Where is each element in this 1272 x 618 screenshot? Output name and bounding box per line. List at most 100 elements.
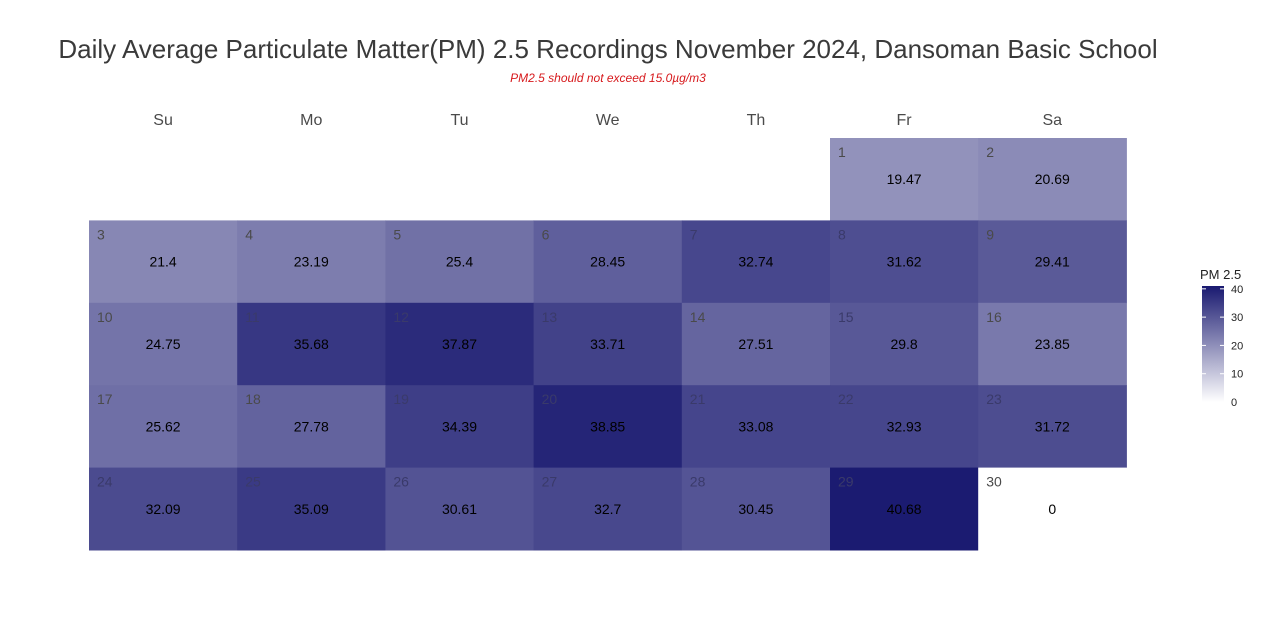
day-value-label: 29.41 xyxy=(1035,254,1070,270)
day-value-label: 19.47 xyxy=(887,171,922,187)
day-value-label: 25.4 xyxy=(446,254,473,270)
heat-cell xyxy=(237,302,386,386)
calendar-day-cell: 10 24.75 xyxy=(89,302,238,386)
day-value-label: 25.62 xyxy=(146,418,181,434)
day-number: 4 xyxy=(245,226,253,242)
heat-cell xyxy=(89,467,238,551)
weekday-label: Tu xyxy=(450,112,468,129)
day-value-label: 31.62 xyxy=(887,254,922,270)
calendar-day-cell: 21 33.08 xyxy=(681,385,831,469)
day-value-label: 38.85 xyxy=(590,418,625,434)
heat-cell xyxy=(681,220,831,304)
calendar-day-cell: 18 27.78 xyxy=(237,385,386,469)
calendar-cells: 119.47220.69321.4423.19525.4628.45732.74… xyxy=(89,138,1127,551)
weekday-label: We xyxy=(596,112,620,129)
day-number: 25 xyxy=(245,474,261,490)
day-value-label: 28.45 xyxy=(590,254,625,270)
day-number: 1 xyxy=(838,144,846,160)
calendar-day-cell: 25 35.09 xyxy=(237,467,386,551)
day-value-label: 29.8 xyxy=(890,336,917,352)
calendar-day-cell: 26 30.61 xyxy=(385,467,535,551)
day-value-label: 27.78 xyxy=(294,418,329,434)
day-value-label: 40.68 xyxy=(887,501,922,517)
calendar-day-cell: 929.41 xyxy=(978,220,1127,304)
day-value-label: 32.74 xyxy=(738,254,773,270)
heat-cell xyxy=(385,302,535,386)
calendar-day-cell: 525.4 xyxy=(385,220,535,304)
legend-tick-label: 10 xyxy=(1231,369,1243,381)
calendar-day-cell: 119.47 xyxy=(830,138,979,221)
day-number: 24 xyxy=(97,474,113,490)
day-number: 11 xyxy=(245,309,260,325)
heat-cell xyxy=(237,385,386,469)
day-number: 10 xyxy=(97,309,113,325)
calendar-day-cell: 29 40.68 xyxy=(830,467,979,551)
heat-cell xyxy=(237,467,386,551)
day-value-label: 23.19 xyxy=(294,254,329,270)
heat-cell xyxy=(681,302,831,386)
day-value-label: 33.71 xyxy=(590,336,625,352)
day-number: 14 xyxy=(690,309,706,325)
day-value-label: 30.45 xyxy=(738,501,773,517)
day-value-label: 23.85 xyxy=(1035,336,1070,352)
heat-cell xyxy=(385,220,535,304)
day-value-label: 35.68 xyxy=(294,336,329,352)
day-value-label: 21.4 xyxy=(149,254,176,270)
day-number: 13 xyxy=(542,309,558,325)
heat-cell xyxy=(978,220,1127,304)
day-number: 29 xyxy=(838,474,854,490)
heat-cell xyxy=(385,467,535,551)
legend-title: PM 2.5 xyxy=(1200,267,1241,282)
heat-cell xyxy=(830,467,979,551)
heat-cell xyxy=(89,385,238,469)
calendar-day-cell: 12 37.87 xyxy=(385,302,535,386)
day-value-label: 32.93 xyxy=(887,418,922,434)
day-number: 28 xyxy=(690,474,706,490)
legend-ticks: 0 10 20 30 40 xyxy=(1202,284,1243,409)
calendar-day-cell: 11 35.68 xyxy=(237,302,386,386)
heat-cell xyxy=(533,302,683,386)
day-value-label: 35.09 xyxy=(294,501,329,517)
day-value-label: 20.69 xyxy=(1035,171,1070,187)
day-number: 21 xyxy=(690,391,706,407)
day-value-label: 0 xyxy=(1048,501,1056,517)
day-value-label: 32.09 xyxy=(146,501,181,517)
heat-cell xyxy=(237,220,386,304)
weekday-label: Th xyxy=(747,112,766,129)
calendar-day-cell: 27 32.7 xyxy=(533,467,683,551)
heat-cell xyxy=(385,385,535,469)
day-number: 9 xyxy=(986,226,994,242)
day-value-label: 32.7 xyxy=(594,501,621,517)
day-number: 19 xyxy=(393,391,409,407)
day-number: 5 xyxy=(393,226,401,242)
heat-cell xyxy=(533,220,683,304)
weekday-label: Mo xyxy=(300,112,322,129)
day-value-label: 34.39 xyxy=(442,418,477,434)
day-number: 8 xyxy=(838,226,846,242)
legend-tick-label: 20 xyxy=(1231,340,1243,352)
weekday-label: Fr xyxy=(897,112,913,129)
heat-cell xyxy=(533,385,683,469)
day-value-label: 33.08 xyxy=(738,418,773,434)
day-number: 16 xyxy=(986,309,1002,325)
legend-tick-label: 30 xyxy=(1231,312,1243,324)
day-number: 6 xyxy=(542,226,550,242)
day-value-label: 30.61 xyxy=(442,501,477,517)
calendar-day-cell: 831.62 xyxy=(830,220,979,304)
day-number: 2 xyxy=(986,144,994,160)
heat-cell xyxy=(978,138,1127,221)
weekday-labels: Su Mo Tu We Th Fr Sa xyxy=(153,112,1062,129)
calendar-day-cell: 24 32.09 xyxy=(89,467,238,551)
legend-tick-label: 0 xyxy=(1231,397,1237,409)
calendar-day-cell: 30 0 xyxy=(978,467,1127,551)
calendar-day-cell: 732.74 xyxy=(681,220,831,304)
day-value-label: 24.75 xyxy=(146,336,181,352)
heat-cell xyxy=(89,220,238,304)
heat-cell xyxy=(830,385,979,469)
chart-title: Daily Average Particulate Matter(PM) 2.5… xyxy=(58,34,1157,64)
day-number: 20 xyxy=(542,391,558,407)
calendar-day-cell: 28 30.45 xyxy=(681,467,831,551)
day-number: 7 xyxy=(690,226,698,242)
calendar-day-cell: 17 25.62 xyxy=(89,385,238,469)
